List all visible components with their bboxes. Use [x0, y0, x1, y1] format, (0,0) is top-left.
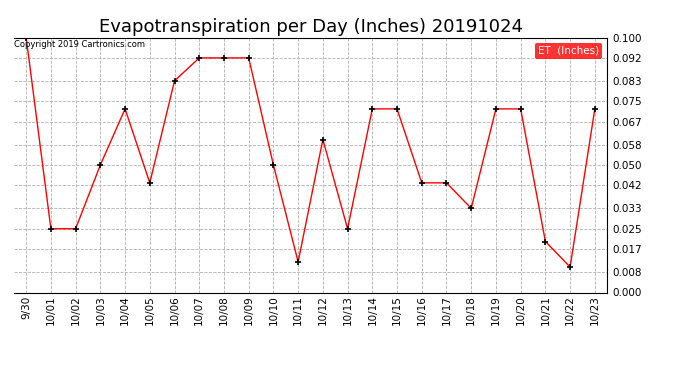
Legend: ET  (Inches): ET (Inches)	[535, 43, 602, 59]
Text: Copyright 2019 Cartronics.com: Copyright 2019 Cartronics.com	[14, 40, 146, 49]
Title: Evapotranspiration per Day (Inches) 20191024: Evapotranspiration per Day (Inches) 2019…	[99, 18, 522, 36]
